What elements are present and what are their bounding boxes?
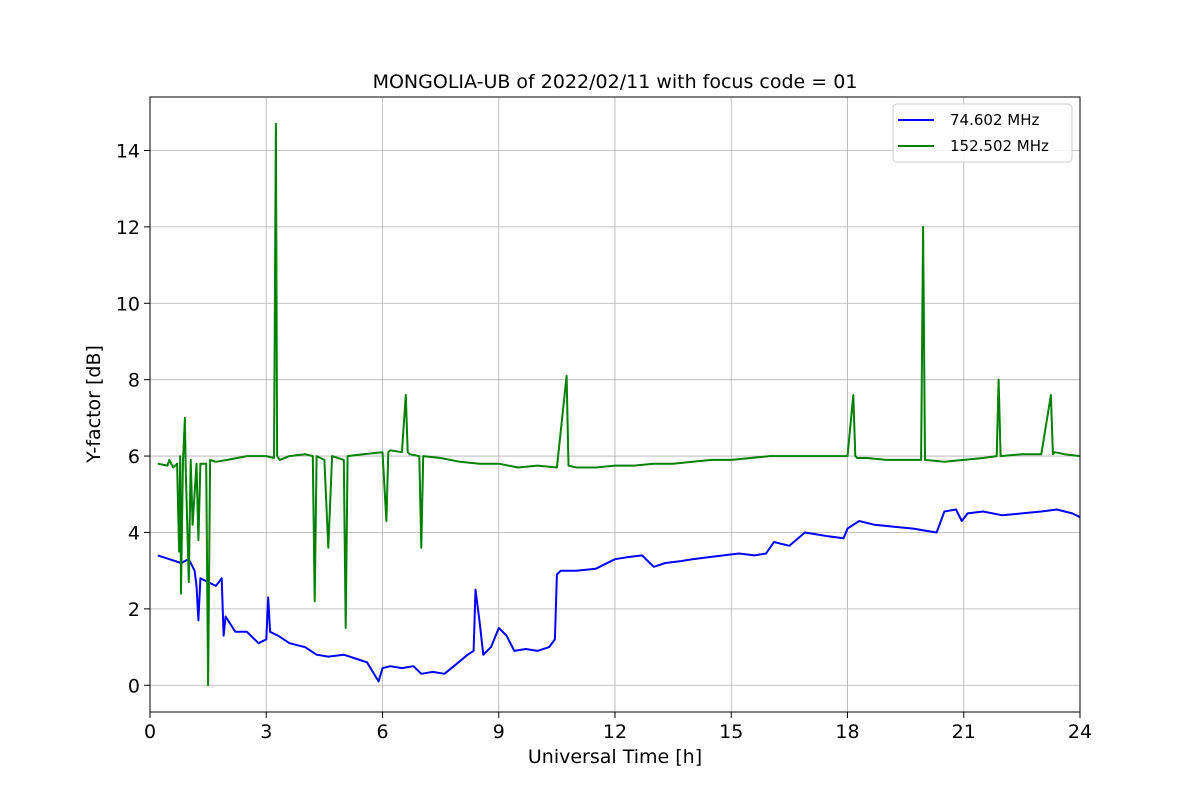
x-tick-label: 3 xyxy=(260,721,272,743)
x-tick-label: 18 xyxy=(835,721,859,743)
series-layer xyxy=(157,122,1081,687)
x-tick-label: 12 xyxy=(603,721,627,743)
series-line-1 xyxy=(157,122,1081,687)
x-tick-label: 9 xyxy=(493,721,505,743)
x-tick-label: 0 xyxy=(144,721,156,743)
series-line-0 xyxy=(157,508,1081,683)
y-tick-label: 2 xyxy=(128,599,140,621)
x-axis-label: Universal Time [h] xyxy=(528,746,702,768)
y-tick-label: 10 xyxy=(116,293,140,315)
y-tick-label: 14 xyxy=(116,140,140,162)
x-tick-label: 21 xyxy=(952,721,976,743)
x-tick-label: 6 xyxy=(376,721,388,743)
legend-box xyxy=(892,103,1073,163)
y-tick-label: 4 xyxy=(128,522,140,544)
legend-label-0: 74.602 MHz xyxy=(950,111,1039,129)
y-tick-label: 0 xyxy=(128,675,140,697)
y-axis-label: Y-factor [dB] xyxy=(83,345,105,464)
y-tick-label: 6 xyxy=(128,446,140,468)
x-tick-label: 15 xyxy=(719,721,743,743)
x-tick-label: 24 xyxy=(1068,721,1092,743)
chart-title: MONGOLIA-UB of 2022/02/11 with focus cod… xyxy=(373,71,858,93)
y-tick-label: 8 xyxy=(128,370,140,392)
legend: 74.602 MHz 152.502 MHz xyxy=(892,103,1073,163)
legend-label-1: 152.502 MHz xyxy=(950,137,1049,155)
y-tick-label: 12 xyxy=(116,217,140,239)
